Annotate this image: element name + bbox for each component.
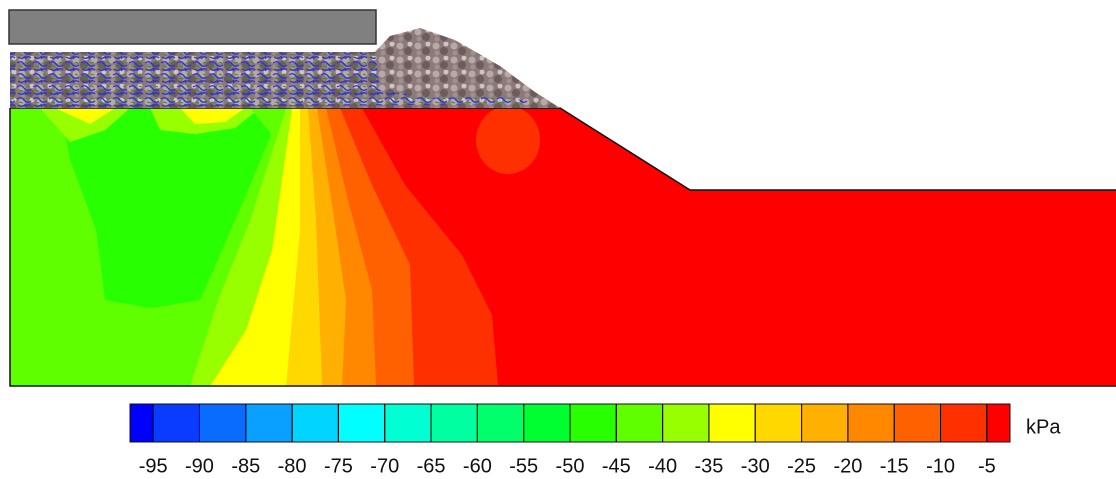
colorbar-box	[524, 404, 570, 442]
loading-plate	[9, 10, 376, 44]
colorbar-tick-label: -80	[278, 455, 307, 477]
colorbar-box	[338, 404, 384, 442]
colorbar-tick-label: -50	[556, 455, 585, 477]
colorbar: -95-90-85-80-75-70-65-60-55-50-45-40-35-…	[130, 404, 1010, 477]
colorbar-box	[941, 404, 987, 442]
contour-field	[10, 106, 1116, 386]
colorbar-unit: kPa	[1026, 416, 1061, 438]
colorbar-box	[755, 404, 801, 442]
colorbar-tick-label: -25	[787, 455, 816, 477]
colorbar-tick-label: -20	[833, 455, 862, 477]
colorbar-box	[199, 404, 245, 442]
colorbar-tick-label: -70	[370, 455, 399, 477]
colorbar-tick-label: -45	[602, 455, 631, 477]
colorbar-tick-label: -35	[694, 455, 723, 477]
colorbar-tick-label: -75	[324, 455, 353, 477]
colorbar-tick-label: -10	[926, 455, 955, 477]
colorbar-tick-label: -15	[880, 455, 909, 477]
colorbar-tick-label: -40	[648, 455, 677, 477]
colorbar-box	[130, 404, 153, 442]
colorbar-box	[385, 404, 431, 442]
colorbar-box	[153, 404, 199, 442]
colorbar-box	[431, 404, 477, 442]
colorbar-tick-label: -95	[139, 455, 168, 477]
colorbar-box	[292, 404, 338, 442]
colorbar-box	[709, 404, 755, 442]
colorbar-box	[894, 404, 940, 442]
colorbar-box	[570, 404, 616, 442]
contour-band	[476, 106, 540, 174]
colorbar-box	[477, 404, 523, 442]
colorbar-box	[663, 404, 709, 442]
colorbar-box	[848, 404, 894, 442]
colorbar-tick-label: -55	[509, 455, 538, 477]
colorbar-box	[802, 404, 848, 442]
colorbar-tick-label: -90	[185, 455, 214, 477]
colorbar-tick-label: -5	[978, 455, 996, 477]
colorbar-tick-label: -30	[741, 455, 770, 477]
colorbar-box	[246, 404, 292, 442]
colorbar-tick-label: -60	[463, 455, 492, 477]
colorbar-tick-label: -65	[417, 455, 446, 477]
figure: -95-90-85-80-75-70-65-60-55-50-45-40-35-…	[0, 0, 1116, 479]
colorbar-tick-label: -85	[231, 455, 260, 477]
colorbar-box	[616, 404, 662, 442]
colorbar-box	[987, 404, 1010, 442]
